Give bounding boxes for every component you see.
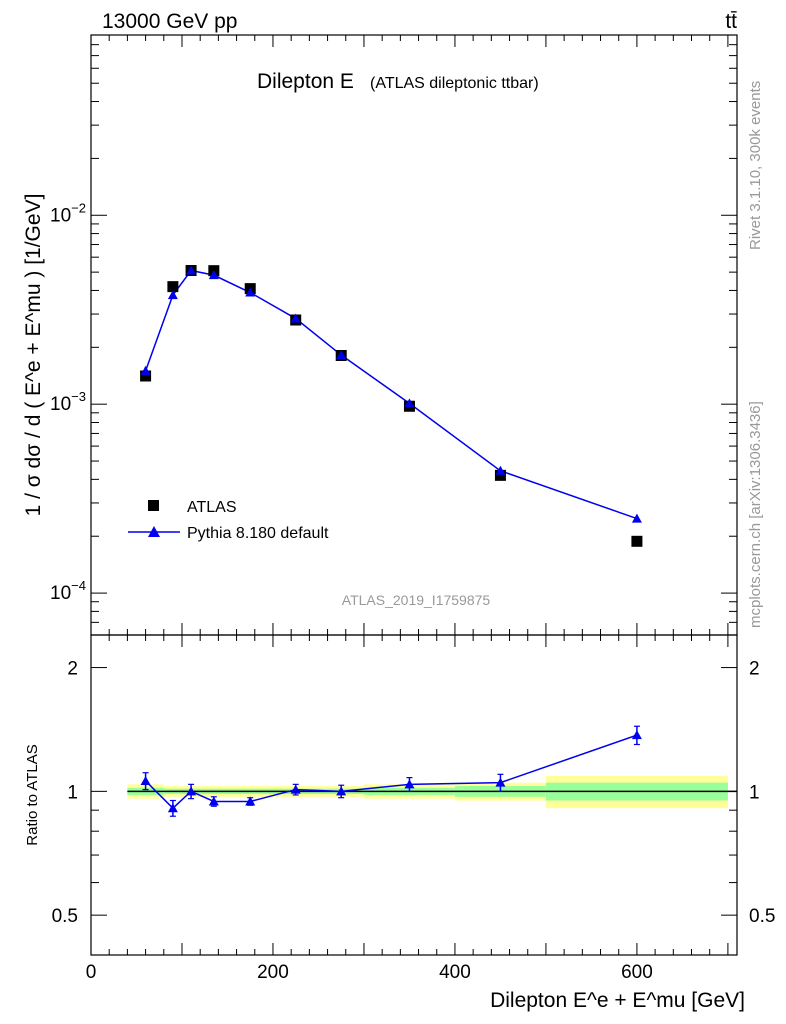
- mc-point: [167, 290, 178, 300]
- ratio-point: [290, 784, 301, 794]
- mc-point: [404, 398, 415, 408]
- ratio-point: [140, 775, 151, 785]
- y-tick-label: 1: [749, 782, 760, 803]
- ratio-point: [167, 803, 178, 813]
- x-tick-label: 400: [439, 962, 471, 983]
- legend: ATLAS Pythia 8.180 default: [128, 499, 329, 542]
- x-tick-label: 600: [621, 962, 653, 983]
- mc-line: [144, 269, 638, 520]
- y-tick-label: 10−2: [50, 200, 86, 226]
- mc-point: [495, 465, 506, 475]
- header-energy: 13000 GeV pp: [102, 10, 237, 33]
- data-point: [494, 469, 506, 481]
- ratio-point: [404, 779, 415, 789]
- y-axis-title-top: 1 / σ dσ / d ( E^e + E^mu ) [1/GeV]: [22, 194, 45, 517]
- mc-point: [290, 313, 301, 323]
- plot-subtitle: (ATLAS dileptonic ttbar): [370, 75, 539, 92]
- ratio-point: [186, 786, 197, 796]
- ratio-point: [208, 796, 219, 806]
- y-axis-title-text: 1 / σ dσ / d ( E^e + E^mu ) [1/GeV]: [22, 194, 45, 517]
- ratio-point: [336, 786, 347, 796]
- data-point: [167, 281, 179, 293]
- y-tick-label: 10−4: [50, 578, 86, 604]
- mc-point: [140, 365, 151, 375]
- plot-title: Dilepton E: [257, 70, 354, 93]
- ratio-uncertainty-band: [127, 775, 737, 809]
- header-process: tt̄: [725, 10, 737, 33]
- mc-point: [245, 287, 256, 297]
- mcplots-label: mcplots.cern.ch [arXiv:1306.3436]: [747, 401, 764, 628]
- y-axis-title-bottom: Ratio to ATLAS: [24, 744, 41, 845]
- analysis-watermark: ATLAS_2019_I1759875: [342, 592, 491, 608]
- data-point: [631, 535, 643, 547]
- y-tick-label: 0.5: [52, 906, 78, 927]
- mc-point: [186, 265, 197, 275]
- ratio-line: [145, 734, 638, 810]
- ratio-point: [495, 777, 506, 787]
- mc-point: [208, 270, 219, 280]
- x-tick-label: 0: [86, 962, 97, 983]
- y-tick-label: 1: [67, 782, 78, 803]
- axis-ticks: 0 200 400 600 10−4 10−3 10−2 0.5 0.5 1 1 2 2: [50, 34, 775, 983]
- legend-data-marker: [148, 500, 159, 511]
- y-tick-label: 2: [67, 659, 78, 680]
- legend-data-label: ATLAS: [187, 499, 237, 516]
- data-point: [140, 370, 152, 382]
- legend-mc-marker: [148, 526, 160, 537]
- y-tick-label: 10−3: [50, 389, 86, 415]
- y-tick-label: 2: [749, 659, 760, 680]
- x-tick-label: 200: [257, 962, 289, 983]
- y-tick-label: 0.5: [749, 906, 775, 927]
- legend-mc-label: Pythia 8.180 default: [187, 525, 329, 542]
- ratio-point: [245, 796, 256, 806]
- ratio-panel-frame: [90, 634, 738, 956]
- mc-point: [631, 513, 642, 523]
- rivet-version-label: Rivet 3.1.10, 300k events: [747, 81, 764, 250]
- x-axis-title: Dilepton E^e + E^mu [GeV]: [490, 989, 745, 1012]
- mc-point: [336, 350, 347, 360]
- data-series: [140, 265, 643, 817]
- ratio-point: [631, 730, 642, 740]
